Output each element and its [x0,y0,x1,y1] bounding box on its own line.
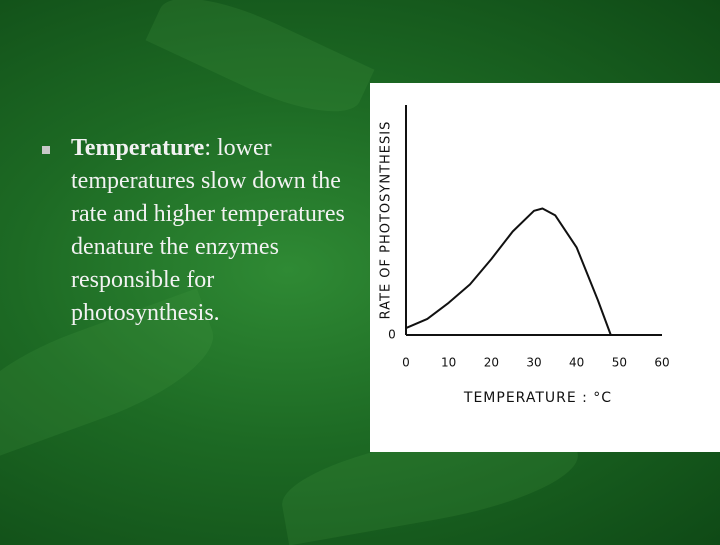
bullet-body: : lower temperatures slow down the rate … [71,135,345,326]
x-tick-label: 10 [441,356,456,370]
x-tick-label: 40 [569,356,584,370]
chart-background [370,83,720,452]
x-tick-label: 50 [612,356,627,370]
x-tick-label: 30 [526,356,541,370]
x-tick-label: 0 [402,356,410,370]
data-line [405,207,612,336]
x-tick-label: 20 [484,356,499,370]
bullet-marker [42,146,50,154]
x-tick-label: 60 [654,356,669,370]
bullet-text: Temperature: lower temperatures slow dow… [71,132,361,330]
bullet-term: Temperature [71,135,205,161]
y-axis-title: RATE OF PHOTOSYNTHESIS [379,121,394,320]
x-axis-title: TEMPERATURE : °C [463,390,612,406]
y-tick-label: 0 [388,328,396,342]
